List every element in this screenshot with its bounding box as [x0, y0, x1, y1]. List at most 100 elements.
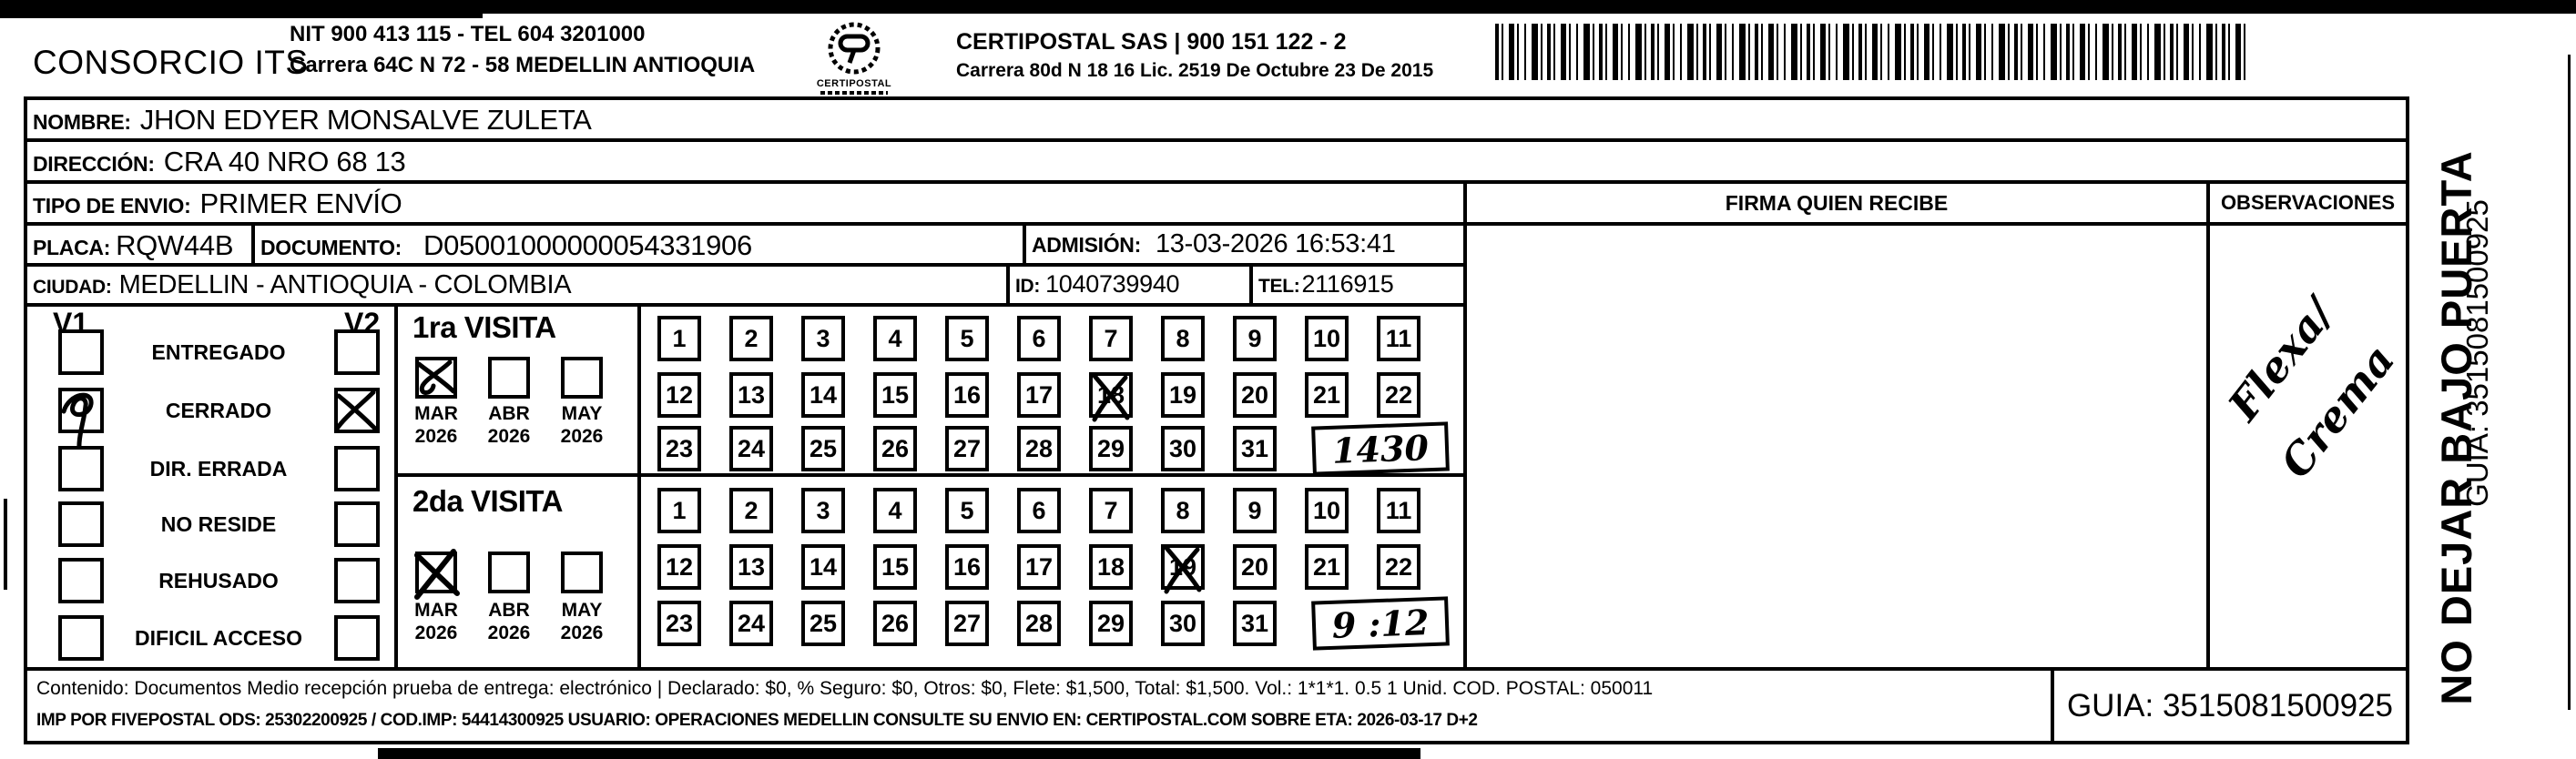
admision-label: ADMISIÓN:	[1032, 233, 1141, 257]
checkbox-v2-no-reside	[334, 501, 380, 547]
day-box-14: 14	[801, 544, 845, 590]
guia-vertical: GUIA: 3515081500925	[2460, 199, 2494, 507]
day-box-4: 4	[873, 316, 917, 361]
footer-guia: GUIA: 3515081500925	[2051, 667, 2409, 744]
certipostal-logo: CERTIPOSTAL	[813, 20, 895, 95]
checkbox-v2-entregado	[334, 329, 380, 375]
day-box-7: 7	[1089, 488, 1133, 533]
day-box-23: 23	[657, 601, 701, 646]
nombre-value: JHON EDYER MONSALVE ZULETA	[139, 104, 592, 136]
second-visit-title: 2da VISITA	[412, 484, 563, 518]
tel-value: 2116915	[1301, 270, 1394, 298]
observaciones-area	[2206, 222, 2409, 671]
month-label: MAY 2026	[560, 600, 604, 643]
day-box-17: 17	[1017, 372, 1061, 418]
day-box-15: 15	[873, 544, 917, 590]
checkbox-v1-cerrado	[58, 388, 104, 433]
month-label: ABR 2026	[487, 403, 531, 447]
month-label: MAR 2026	[414, 403, 458, 447]
day-box-4: 4	[873, 488, 917, 533]
day-box-17: 17	[1017, 544, 1061, 590]
first-visit-day-grid: 1 2 3 4 5 6 7 8 9 10 11 12 13 14 15 16 17 18 19 20 21 22 23 24 2…	[637, 303, 1467, 477]
documento-cell: DOCUMENTO: D05001000000054331906	[251, 222, 1026, 267]
checkbox-v1-entregado	[58, 329, 104, 375]
footer-line2: IMP POR FIVEPOSTAL ODS: 25302200925 / CO…	[36, 711, 1478, 730]
day-box-30: 30	[1161, 426, 1205, 471]
day-box-26: 26	[873, 601, 917, 646]
nombre-label: NOMBRE:	[33, 110, 131, 134]
checkbox-month-may	[561, 357, 603, 399]
day-box-6: 6	[1017, 488, 1061, 533]
day-box-8: 8	[1161, 488, 1205, 533]
tipo-envio-label: TIPO DE ENVIO:	[33, 194, 191, 218]
day-box-25: 25	[801, 426, 845, 471]
day-box-3: 3	[801, 316, 845, 361]
admision-cell: ADMISIÓN: 13-03-2026 16:53:41	[1023, 222, 1467, 267]
day-box-19: 19	[1161, 544, 1205, 590]
ciudad-cell: CIUDAD: MEDELLIN - ANTIOQUIA - COLOMBIA	[24, 263, 1010, 307]
status-label: DIFICIL ACCESO	[134, 626, 302, 650]
id-label: ID:	[1015, 276, 1041, 297]
day-box-8: 8	[1161, 316, 1205, 361]
day-box-28: 28	[1017, 601, 1061, 646]
month-label: MAY 2026	[560, 403, 604, 447]
day-box-18: 18	[1089, 372, 1133, 418]
day-box-15: 15	[873, 372, 917, 418]
day-box-14: 14	[801, 372, 845, 418]
placa-label: PLACA:	[33, 236, 111, 259]
day-box-11: 11	[1377, 316, 1420, 361]
first-visit-panel: 1ra VISITA MAR 2026 ABR 2026 MAY 2026	[394, 303, 641, 477]
day-box-5: 5	[945, 488, 989, 533]
certipostal-address: Carrera 80d N 18 16 Lic. 2519 De Octubre…	[956, 60, 1434, 81]
day-box-20: 20	[1233, 372, 1277, 418]
day-box-29: 29	[1089, 426, 1133, 471]
day-box-13: 13	[729, 372, 773, 418]
day-box-30: 30	[1161, 601, 1205, 646]
day-box-6: 6	[1017, 316, 1061, 361]
checkbox-month-may	[561, 552, 603, 593]
tipo-envio-row: TIPO DE ENVIO: PRIMER ENVÍO	[24, 180, 1467, 226]
ciudad-value: MEDELLIN - ANTIOQUIA - COLOMBIA	[118, 270, 572, 299]
day-box-22: 22	[1377, 372, 1420, 418]
company-nit-line: NIT 900 413 115 - TEL 604 3201000	[290, 22, 646, 46]
day-box-16: 16	[945, 544, 989, 590]
admision-value: 13-03-2026 16:53:41	[1155, 229, 1396, 258]
day-box-21: 21	[1305, 544, 1349, 590]
id-cell: ID: 1040739940	[1006, 263, 1253, 307]
day-box-13: 13	[729, 544, 773, 590]
day-box-5: 5	[945, 316, 989, 361]
day-box-27: 27	[945, 601, 989, 646]
barcode	[1495, 24, 2249, 80]
status-label: DIR. ERRADA	[149, 457, 288, 481]
tipo-envio-value: PRIMER ENVÍO	[199, 187, 402, 219]
day-box-12: 12	[657, 544, 701, 590]
day-box-31: 31	[1233, 426, 1277, 471]
checkbox-v1-rehusado	[58, 558, 104, 603]
scan-artifact-top-bar-left	[0, 0, 483, 18]
day-box-24: 24	[729, 426, 773, 471]
checkbox-month-mar	[415, 552, 457, 593]
day-box-23: 23	[657, 426, 701, 471]
day-box-11: 11	[1377, 488, 1420, 533]
status-label: ENTREGADO	[151, 340, 286, 364]
day-box-19: 19	[1161, 372, 1205, 418]
status-label: NO RESIDE	[160, 512, 277, 536]
day-box-21: 21	[1305, 372, 1349, 418]
scan-artifact-top-bar	[0, 0, 2576, 14]
second-visit-day-grid: 1 2 3 4 5 6 7 8 9 10 11 12 13 14 15 16 17 18 19 20 21 22 23 24 2…	[637, 473, 1467, 671]
day-box-9: 9	[1233, 488, 1277, 533]
day-box-3: 3	[801, 488, 845, 533]
certipostal-logo-icon	[828, 22, 881, 75]
day-box-22: 22	[1377, 544, 1420, 590]
checkbox-v1-no-reside	[58, 501, 104, 547]
documento-label: DOCUMENTO:	[260, 236, 402, 259]
day-box-24: 24	[729, 601, 773, 646]
day-box-16: 16	[945, 372, 989, 418]
day-box-7: 7	[1089, 316, 1133, 361]
scan-artifact-left-line	[4, 499, 7, 590]
checkbox-v2-rehusado	[334, 558, 380, 603]
nombre-row: NOMBRE: JHON EDYER MONSALVE ZULETA	[24, 96, 2409, 142]
company-address-line: Carrera 64C N 72 - 58 MEDELLIN ANTIOQUIA	[290, 53, 756, 77]
status-label: REHUSADO	[158, 569, 279, 592]
